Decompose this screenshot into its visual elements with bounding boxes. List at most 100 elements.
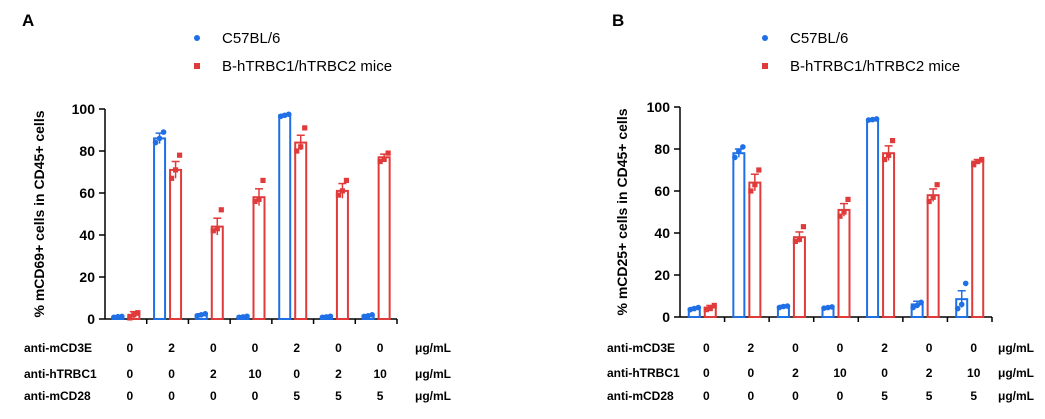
y-tick-label: 0 [87,311,95,327]
y-tick-label: 80 [79,143,95,159]
data-point [881,156,888,163]
treatment-dose: 0 [748,389,755,403]
treatment-dose: 2 [881,341,888,355]
data-point [285,111,292,118]
data-point [152,139,159,146]
treatment-dose: 2 [168,341,175,355]
treatment-dose: 5 [881,389,888,403]
treatment-unit: μg/mL [415,367,451,381]
treatment-label: anti-mCD3E [24,341,92,355]
treatment-dose: 0 [168,367,175,381]
legend-marker-0 [194,35,200,41]
bar-c57bl6 [278,114,292,320]
treatment-label: anti-mCD28 [24,389,91,403]
treatment-dose: 2 [926,366,933,380]
data-point [845,196,851,202]
treatment-dose: 5 [926,389,933,403]
treatment-dose: 0 [703,366,710,380]
data-point [218,207,224,213]
y-tick-label: 20 [654,267,670,283]
treatment-dose: 2 [293,341,300,355]
panel-label: B [612,11,624,30]
data-point [885,152,892,158]
treatment-dose: 2 [748,341,755,355]
data-point [918,299,924,306]
treatment-dose: 0 [377,341,384,355]
y-tick-label: 0 [662,309,670,325]
data-point [979,156,985,163]
treatment-dose: 2 [792,366,799,380]
treatment-label: anti-mCD28 [607,389,674,403]
legend-entry: B-hTRBC1/hTRBC2 mice [790,58,960,75]
treatment-dose: 0 [127,389,134,403]
treatment-dose: 10 [967,366,981,380]
data-point [756,167,762,173]
data-point [748,188,754,194]
data-point [711,302,717,309]
data-point [703,307,709,313]
data-point [168,175,175,181]
data-point [873,116,880,122]
bar-htrbc [837,208,851,318]
treatment-dose: 0 [837,389,844,403]
data-point [914,302,920,309]
data-point [210,228,216,234]
data-point [131,312,137,318]
bar-htrbc [335,189,349,320]
data-point [343,177,350,183]
data-point [930,194,936,200]
data-point [335,192,342,198]
treatment-unit: μg/mL [998,341,1034,355]
data-point [260,177,266,183]
y-tick-label: 60 [79,185,95,201]
data-point [926,198,932,205]
data-point [369,312,375,318]
treatment-dose: 0 [293,367,300,381]
treatment-dose: 0 [252,341,259,355]
data-point [214,226,220,232]
data-point [736,148,742,154]
bar-htrbc [377,156,391,320]
treatment-dose: 0 [210,389,217,403]
data-point [792,238,799,244]
data-point [784,303,791,309]
bar-htrbc [792,236,806,318]
data-point [176,152,183,158]
data-point [934,182,940,188]
bar-htrbc [971,160,985,318]
data-point [841,209,847,215]
treatment-dose: 5 [377,389,384,403]
treatment-dose: 0 [703,389,710,403]
data-point [971,162,977,168]
data-point [975,159,981,165]
bar-htrbc [926,194,940,318]
data-point [837,213,843,219]
treatment-dose: 0 [926,341,933,355]
bar-htrbc [748,181,762,318]
data-point [160,129,167,135]
bar-htrbc [882,152,896,318]
treatment-dose: 0 [881,366,888,380]
data-point [244,313,250,320]
data-point [958,301,965,308]
treatment-dose: 10 [833,366,847,380]
data-point [707,306,713,312]
treatment-dose: 5 [335,389,342,403]
treatment-dose: 2 [335,367,342,381]
treatment-dose: 10 [373,367,387,381]
data-point [695,304,702,311]
treatment-dose: 5 [293,389,300,403]
treatment-dose: 0 [703,341,710,355]
bar-htrbc [252,196,266,320]
data-point [385,150,391,156]
y-tick-label: 40 [654,225,670,241]
bar-c57bl6 [866,118,880,318]
legend-marker-0 [762,35,768,41]
legend-entry: B-hTRBC1/hTRBC2 mice [222,58,392,75]
treatment-dose: 0 [335,341,342,355]
treatment-label: anti-hTRBC1 [607,366,680,380]
data-point [796,236,803,242]
data-point [294,148,300,154]
